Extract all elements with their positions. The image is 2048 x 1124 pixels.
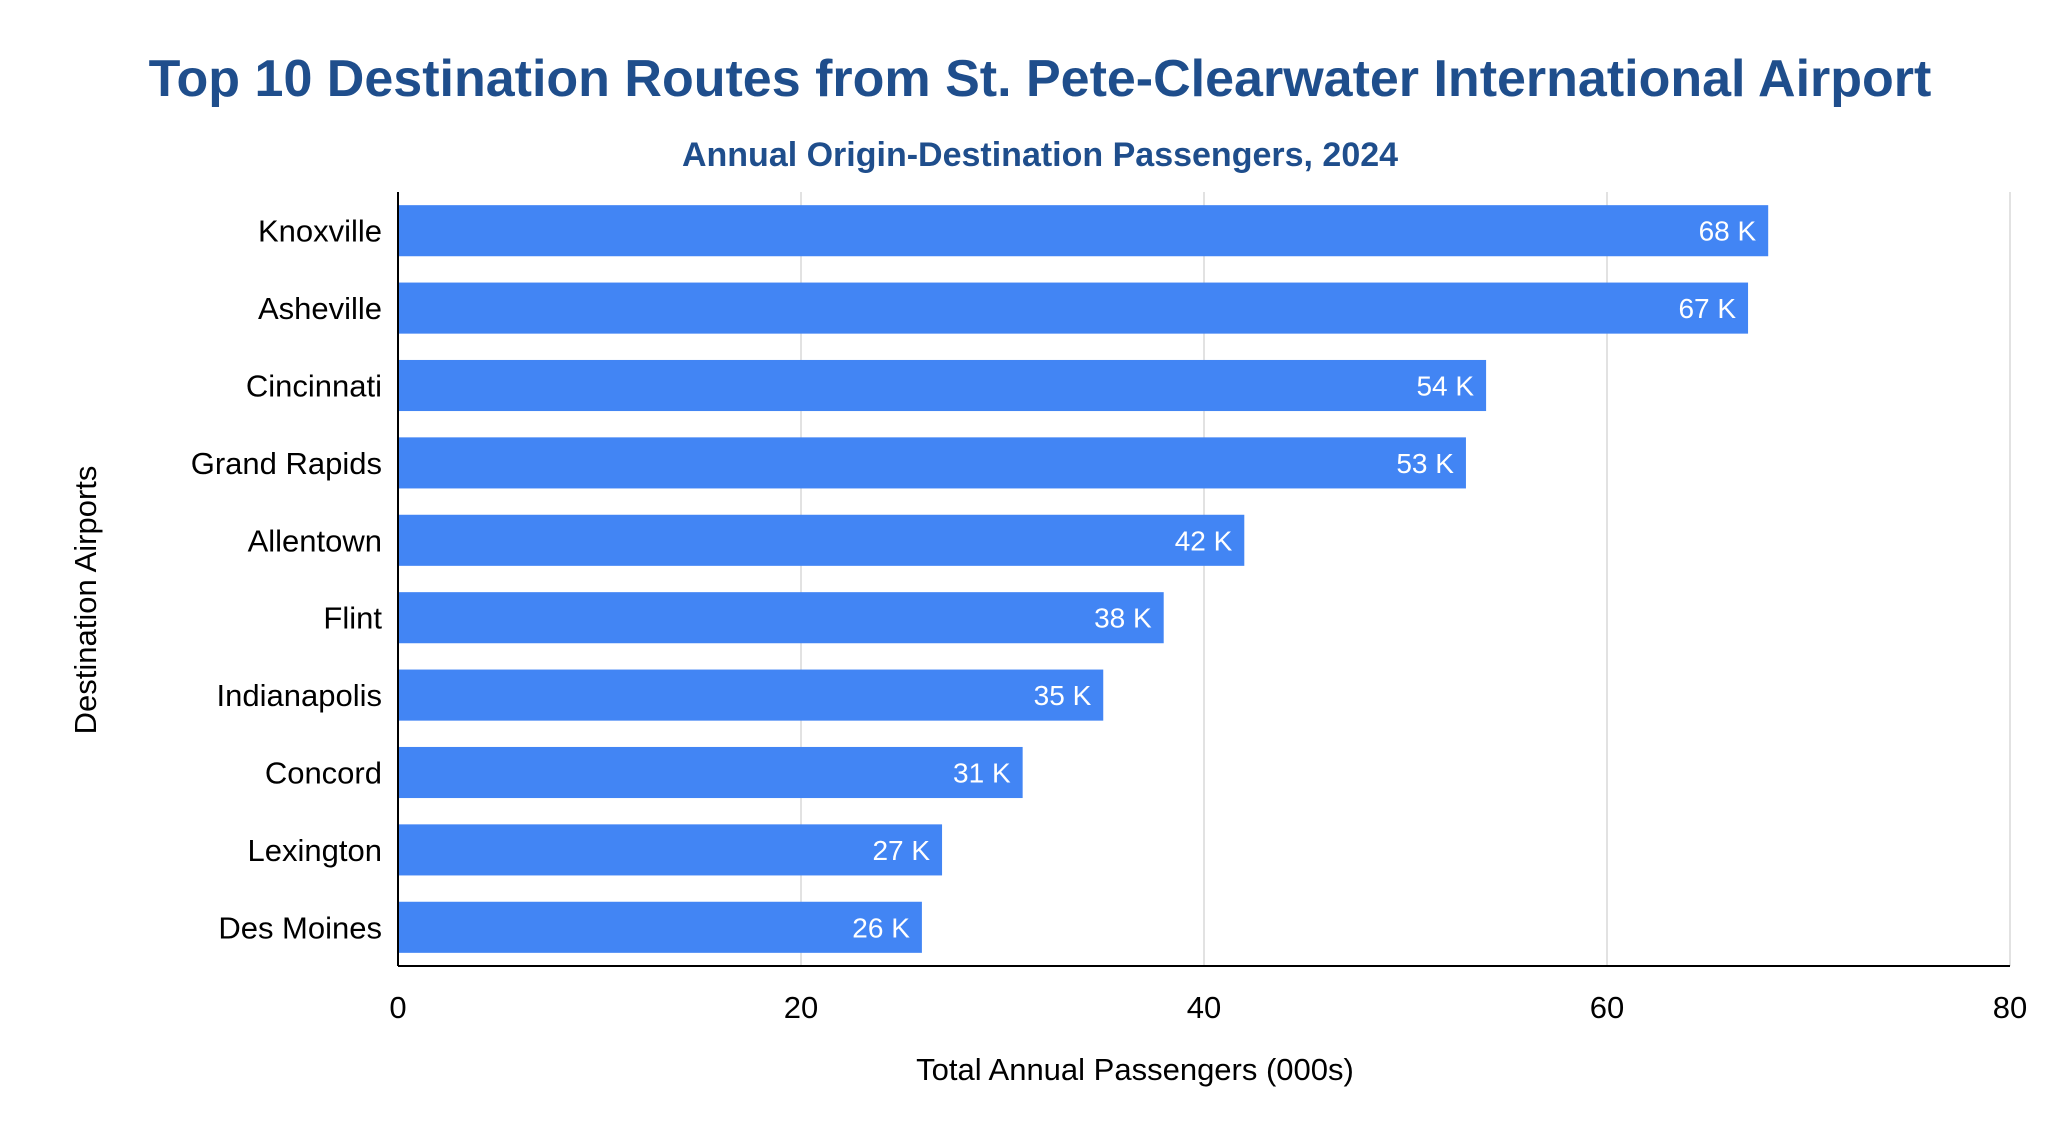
x-tick-label: 20 <box>784 990 818 1025</box>
bar <box>398 514 1245 566</box>
labels: 0 20 40 60 80 Knoxville 68 K Asheville 67 K Cinci… <box>191 214 2028 1025</box>
data-label: 27 K <box>872 835 930 866</box>
data-label: 26 K <box>852 912 910 943</box>
y-tick-label: Allentown <box>248 523 382 558</box>
data-label: 67 K <box>1678 293 1736 324</box>
y-tick-label: Concord <box>265 756 382 791</box>
y-axis-title: Destination Airports <box>68 466 103 735</box>
x-tick-label: 40 <box>1187 990 1221 1025</box>
bar <box>398 901 922 953</box>
data-label: 35 K <box>1034 680 1092 711</box>
bar <box>398 592 1164 644</box>
data-label: 42 K <box>1175 525 1233 556</box>
bar <box>398 669 1104 721</box>
y-tick-label: Flint <box>323 601 382 636</box>
data-label: 54 K <box>1416 371 1474 402</box>
bars <box>398 205 1769 953</box>
bar <box>398 205 1769 257</box>
y-tick-label: Knoxville <box>258 214 382 249</box>
chart-subtitle: Annual Origin-Destination Passengers, 20… <box>682 136 1398 174</box>
y-tick-label: Des Moines <box>218 910 382 945</box>
chart-title: Top 10 Destination Routes from St. Pete-… <box>149 50 1932 108</box>
x-tick-label: 0 <box>389 990 406 1025</box>
data-label: 31 K <box>953 758 1011 789</box>
bar <box>398 437 1466 489</box>
bar <box>398 746 1023 799</box>
bar <box>398 359 1487 412</box>
x-tick-label: 80 <box>1993 990 2027 1025</box>
y-tick-label: Asheville <box>258 291 382 326</box>
axes <box>397 192 2010 967</box>
x-tick-label: 60 <box>1590 990 1624 1025</box>
data-label: 68 K <box>1699 216 1757 247</box>
y-tick-label: Lexington <box>248 833 382 868</box>
bar <box>398 282 1749 334</box>
bar <box>398 824 943 876</box>
data-label: 53 K <box>1396 448 1454 479</box>
y-tick-label: Cincinnati <box>246 369 382 404</box>
data-label: 38 K <box>1094 603 1152 634</box>
x-axis-title: Total Annual Passengers (000s) <box>916 1052 1354 1087</box>
y-tick-label: Indianapolis <box>217 678 382 713</box>
y-tick-label: Grand Rapids <box>191 446 382 481</box>
